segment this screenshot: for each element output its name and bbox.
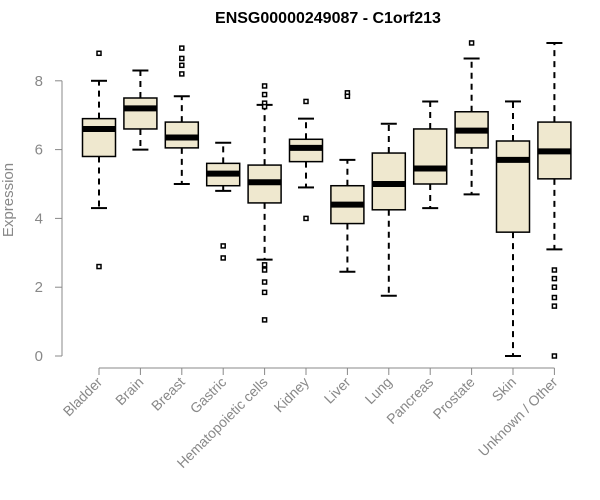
box-group — [454, 40, 489, 196]
box-group — [123, 69, 158, 151]
box-group — [412, 100, 448, 210]
box-group — [288, 98, 324, 222]
x-tick-label: Skin — [489, 374, 520, 405]
outlier-point — [261, 91, 268, 98]
outlier-point — [261, 103, 268, 110]
box-group — [537, 41, 572, 359]
outlier-point — [551, 303, 558, 309]
x-tick-label: Breast — [148, 374, 188, 414]
box — [495, 140, 531, 233]
outlier-point — [303, 215, 309, 222]
outlier-point — [551, 294, 558, 301]
outlier-point — [261, 262, 268, 268]
outlier-point — [551, 353, 558, 359]
outlier-point — [179, 55, 185, 62]
x-tick-label: Lung — [362, 374, 395, 407]
outlier-point — [261, 289, 268, 296]
outlier-point — [179, 71, 185, 77]
y-axis-label: Expression — [0, 163, 17, 237]
box-group — [247, 83, 282, 323]
x-tick-label: Unknown / Other — [475, 374, 561, 460]
x-tick-label: Liver — [321, 374, 354, 407]
outlier-point — [261, 317, 268, 323]
y-tick-label: 4 — [35, 210, 43, 227]
x-tick-label: Kidney — [271, 374, 313, 416]
outlier-point — [551, 275, 558, 282]
chart-title: ENSG00000249087 - C1orf213 — [215, 10, 441, 27]
y-axis: 0 2 4 6 8 — [35, 73, 63, 365]
outlier-point — [220, 255, 226, 261]
outlier-point — [261, 279, 268, 285]
y-tick-label: 8 — [35, 73, 43, 90]
outlier-point — [303, 98, 309, 105]
x-tick-label: Prostate — [430, 374, 478, 422]
outlier-point — [261, 267, 268, 273]
box-group — [371, 122, 407, 297]
box — [412, 128, 448, 185]
y-tick-label: 2 — [35, 279, 43, 296]
box-group — [330, 90, 365, 273]
outlier-point — [220, 243, 226, 249]
outlier-point — [261, 83, 268, 89]
outlier-point — [96, 263, 102, 270]
outlier-point — [344, 93, 351, 100]
box-group — [81, 50, 117, 270]
outlier-point — [551, 267, 558, 273]
box — [81, 117, 117, 158]
x-tick-label: Bladder — [60, 374, 106, 420]
outlier-point — [179, 45, 185, 51]
y-tick-label: 6 — [35, 142, 43, 159]
outlier-point — [551, 284, 558, 290]
box-group — [164, 45, 200, 185]
outlier-point — [468, 40, 475, 46]
box — [123, 97, 158, 130]
box-group — [205, 141, 241, 261]
box-series — [81, 40, 572, 359]
outlier-point — [96, 50, 102, 57]
x-tick-label: Brain — [112, 374, 146, 408]
box-group — [495, 100, 531, 357]
outlier-point — [179, 62, 185, 69]
y-tick-label: 0 — [35, 348, 43, 365]
